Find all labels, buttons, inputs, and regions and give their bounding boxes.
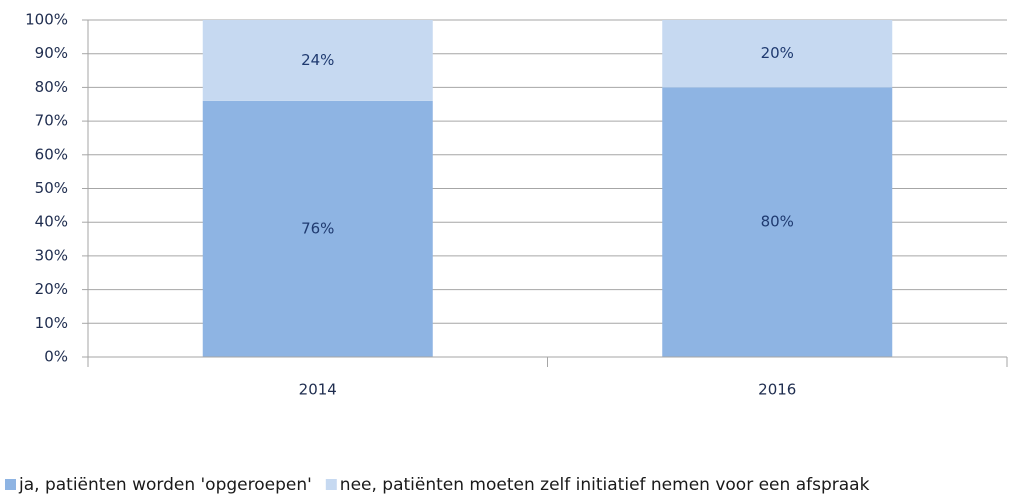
data-label: 80%	[761, 213, 794, 231]
y-tick-label: 10%	[35, 314, 68, 332]
bar-segment	[662, 87, 893, 358]
y-tick-label: 40%	[35, 213, 68, 231]
y-tick-label: 100%	[25, 11, 68, 29]
data-label: 20%	[761, 44, 794, 62]
legend-swatch	[325, 479, 337, 490]
y-tick-label: 80%	[35, 78, 68, 96]
y-tick-label: 20%	[35, 280, 68, 298]
legend-swatch	[5, 479, 16, 490]
y-tick-label: 70%	[35, 112, 68, 130]
y-tick-label: 0%	[44, 348, 68, 366]
legend-label: ja, patiënten worden 'opgeroepen'	[18, 475, 312, 495]
y-tick-label: 90%	[35, 44, 68, 62]
data-label: 24%	[301, 51, 334, 69]
bar-segment	[202, 20, 433, 101]
bar-segment	[202, 100, 433, 357]
y-tick-label: 60%	[35, 145, 68, 163]
x-tick-label: 2014	[299, 381, 337, 399]
legend-label: nee, patiënten moeten zelf initiatief ne…	[340, 475, 870, 495]
x-tick-label: 2016	[758, 381, 796, 399]
y-tick-label: 50%	[35, 179, 68, 197]
data-label: 76%	[301, 219, 334, 237]
y-tick-label: 30%	[35, 246, 68, 264]
bar-segment	[662, 20, 893, 88]
